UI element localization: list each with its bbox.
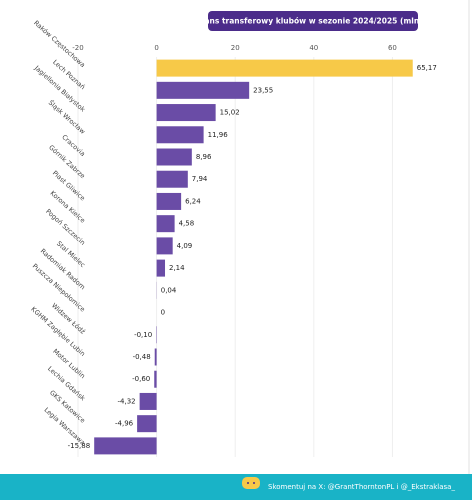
bar [156,104,216,122]
footer-bar [0,474,472,500]
value-label: -4,96 [115,420,134,428]
bar [156,192,182,210]
value-label: 23,55 [253,86,273,94]
value-label: -0,48 [133,353,151,361]
value-label: 0,04 [161,286,177,294]
value-label: -4,32 [118,397,136,405]
x-tick-label: 0 [154,44,158,52]
x-tick-label: 60 [388,44,397,52]
value-label: -15,88 [68,442,91,450]
bar [156,148,192,166]
bar [139,392,157,410]
x-tick-label: 20 [231,44,240,52]
value-label: 8,96 [196,153,212,161]
value-label: 4,09 [177,242,193,250]
bar [156,81,250,99]
x-tick-label: 40 [309,44,318,52]
bar [154,370,157,388]
icon-dot [247,482,249,484]
bar [156,59,413,77]
value-label: 4,58 [179,220,195,228]
value-label: 6,24 [185,197,201,205]
bar [154,348,157,366]
value-label: 2,14 [169,264,185,272]
title-box [208,11,418,31]
comment-icon [242,477,260,489]
icon-dot [253,482,255,484]
value-label: 15,02 [220,109,240,117]
value-label: 65,17 [417,64,437,72]
value-label: 7,94 [192,175,208,183]
bar [137,415,157,433]
bar [94,437,157,455]
bar [156,259,166,277]
value-label: -0,10 [134,331,152,339]
value-label: -0,60 [132,375,150,383]
x-tick-label: -20 [72,44,83,52]
value-label: 11,96 [208,131,229,139]
footer-text: Skomentuj na X: @GrantThorntonPL i @_Eks… [268,483,455,491]
chart-title: Bilans transferowy klubów w sezonie 2024… [194,17,433,26]
bar [156,126,204,144]
bar [156,170,188,188]
bar [156,215,175,233]
bar [156,237,173,255]
value-label: 0 [161,309,165,317]
